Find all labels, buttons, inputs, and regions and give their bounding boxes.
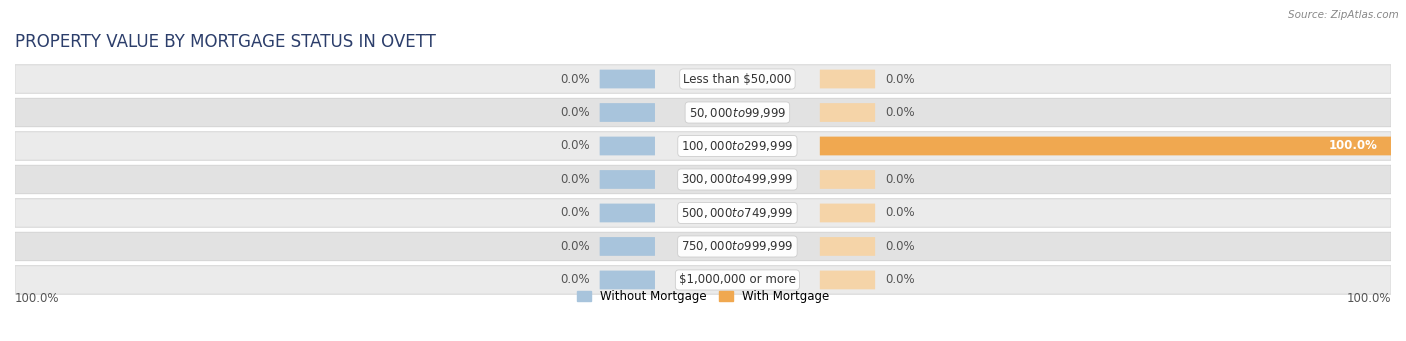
Text: 0.0%: 0.0%: [560, 106, 589, 119]
Text: 0.0%: 0.0%: [560, 73, 589, 86]
FancyBboxPatch shape: [820, 237, 875, 256]
Text: $500,000 to $749,999: $500,000 to $749,999: [681, 206, 793, 220]
FancyBboxPatch shape: [820, 204, 875, 222]
Text: 0.0%: 0.0%: [560, 173, 589, 186]
Text: $50,000 to $99,999: $50,000 to $99,999: [689, 105, 786, 119]
FancyBboxPatch shape: [15, 165, 1391, 194]
FancyBboxPatch shape: [600, 237, 655, 256]
FancyBboxPatch shape: [600, 103, 655, 122]
FancyBboxPatch shape: [820, 103, 875, 122]
Text: Less than $50,000: Less than $50,000: [683, 73, 792, 86]
FancyBboxPatch shape: [15, 132, 1391, 160]
Text: Source: ZipAtlas.com: Source: ZipAtlas.com: [1288, 10, 1399, 20]
Text: $100,000 to $299,999: $100,000 to $299,999: [682, 139, 793, 153]
FancyBboxPatch shape: [15, 199, 1391, 227]
FancyBboxPatch shape: [820, 70, 875, 88]
Text: PROPERTY VALUE BY MORTGAGE STATUS IN OVETT: PROPERTY VALUE BY MORTGAGE STATUS IN OVE…: [15, 32, 436, 50]
FancyBboxPatch shape: [600, 170, 655, 189]
FancyBboxPatch shape: [820, 137, 1391, 155]
Text: $1,000,000 or more: $1,000,000 or more: [679, 273, 796, 286]
FancyBboxPatch shape: [600, 70, 655, 88]
Text: 100.0%: 100.0%: [15, 292, 59, 305]
Text: $750,000 to $999,999: $750,000 to $999,999: [681, 239, 793, 253]
Text: 0.0%: 0.0%: [886, 206, 915, 220]
Text: 0.0%: 0.0%: [886, 106, 915, 119]
FancyBboxPatch shape: [820, 170, 875, 189]
Text: 100.0%: 100.0%: [1329, 139, 1378, 152]
FancyBboxPatch shape: [820, 270, 875, 289]
Text: 100.0%: 100.0%: [1347, 292, 1391, 305]
Text: 0.0%: 0.0%: [560, 273, 589, 286]
Text: $300,000 to $499,999: $300,000 to $499,999: [681, 173, 793, 187]
Text: 0.0%: 0.0%: [560, 206, 589, 220]
Text: 0.0%: 0.0%: [886, 173, 915, 186]
Text: 0.0%: 0.0%: [886, 73, 915, 86]
FancyBboxPatch shape: [15, 266, 1391, 294]
FancyBboxPatch shape: [15, 65, 1391, 93]
FancyBboxPatch shape: [15, 98, 1391, 127]
FancyBboxPatch shape: [15, 232, 1391, 261]
FancyBboxPatch shape: [600, 270, 655, 289]
Text: 0.0%: 0.0%: [560, 139, 589, 152]
FancyBboxPatch shape: [600, 204, 655, 222]
Text: 0.0%: 0.0%: [886, 240, 915, 253]
Text: 0.0%: 0.0%: [886, 273, 915, 286]
Legend: Without Mortgage, With Mortgage: Without Mortgage, With Mortgage: [572, 286, 834, 308]
Text: 0.0%: 0.0%: [560, 240, 589, 253]
FancyBboxPatch shape: [600, 137, 655, 155]
